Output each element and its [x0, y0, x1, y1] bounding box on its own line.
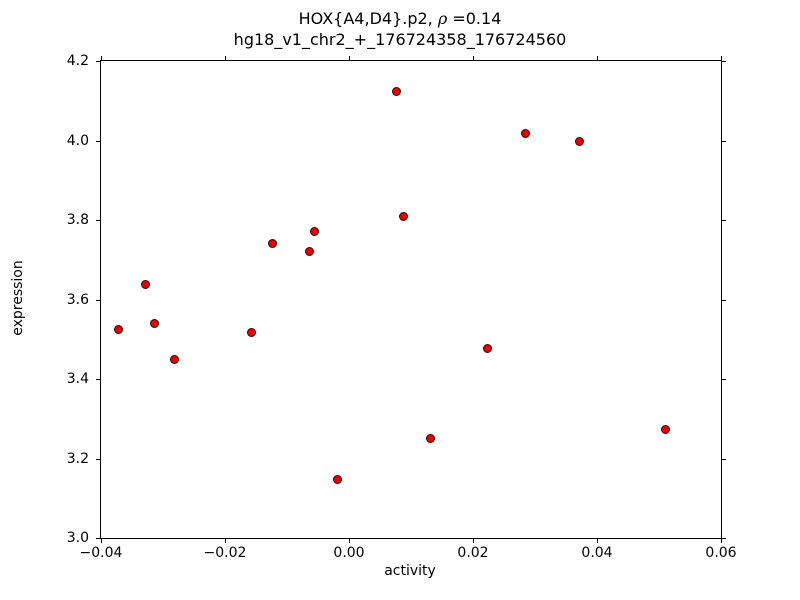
y-axis-tick-label: 3.6	[66, 291, 89, 308]
x-axis-tick-top	[721, 56, 722, 61]
x-axis-tick-top	[349, 56, 350, 61]
data-point	[574, 136, 584, 146]
y-axis-tick	[96, 61, 101, 62]
y-axis-tick-label: 3.2	[66, 450, 89, 467]
data-point	[391, 86, 401, 96]
y-axis-tick-right	[721, 379, 726, 380]
chart-title-line-1: HOX{A4,D4}.p2, ρ =0.14	[0, 8, 800, 29]
data-point	[170, 354, 180, 364]
x-axis-tick	[225, 538, 226, 543]
x-axis-tick-top	[225, 56, 226, 61]
data-point	[660, 425, 670, 435]
y-axis-tick-right	[721, 538, 726, 539]
rho-symbol: ρ	[437, 9, 448, 28]
y-axis-tick	[96, 220, 101, 221]
data-point	[305, 246, 315, 256]
x-axis-tick	[721, 538, 722, 543]
x-axis-tick-top	[101, 56, 102, 61]
y-axis-tick-right	[721, 458, 726, 460]
x-axis-tick	[101, 538, 102, 543]
chart-title-block: HOX{A4,D4}.p2, ρ =0.14 hg18_v1_chr2_+_17…	[0, 8, 800, 50]
data-point	[246, 327, 256, 337]
data-point	[150, 318, 160, 328]
x-axis-tick	[349, 538, 350, 543]
x-axis-tick-label: 0.06	[705, 545, 737, 561]
y-axis-tick-label: 3.0	[66, 530, 89, 546]
y-axis-tick-label: 4.0	[66, 132, 89, 149]
y-axis-tick-right	[721, 299, 726, 301]
y-axis-tick-right	[721, 220, 726, 221]
x-axis-tick	[597, 538, 598, 543]
data-point	[425, 434, 435, 444]
data-point	[267, 239, 277, 249]
chart-subtitle: hg18_v1_chr2_+_176724358_176724560	[233, 30, 567, 49]
x-axis-tick-label: 0.04	[581, 545, 613, 561]
data-point	[140, 280, 150, 290]
y-axis-tick-label: 4.2	[66, 53, 89, 69]
data-point	[520, 129, 530, 139]
y-axis-tick	[96, 538, 101, 539]
plot-axes-frame: −0.04 −0.02 0.00 0.02 0.04 0.06 3.0 3.2 3.4 3.6 3.…	[67, 53, 737, 561]
data-point	[114, 324, 124, 334]
x-axis-tick-top	[597, 56, 598, 61]
x-axis-tick-label: 0.02	[457, 545, 489, 561]
y-axis-tick	[96, 299, 101, 301]
x-axis-tick	[473, 538, 474, 543]
x-axis-tick-label: −0.04	[79, 545, 123, 561]
y-axis-tick	[96, 379, 101, 380]
y-axis-label: expression	[10, 260, 26, 336]
y-axis-tick-label: 3.8	[66, 212, 89, 228]
chart-title-suffix: =0.14	[447, 9, 502, 28]
x-axis-tick-top	[473, 56, 474, 61]
data-points-layer	[101, 61, 721, 538]
x-axis-label: activity	[384, 563, 436, 579]
x-axis-tick-label: −0.02	[203, 545, 247, 561]
y-axis-tick	[96, 140, 101, 142]
y-axis-tick	[96, 458, 101, 460]
data-point	[332, 475, 342, 485]
data-point	[310, 226, 320, 236]
y-axis-tick-right	[721, 61, 726, 62]
chart-title-prefix: HOX{A4,D4}.p2,	[298, 9, 438, 28]
data-point	[483, 343, 493, 353]
data-point	[399, 212, 409, 222]
y-axis-tick-right	[721, 140, 726, 142]
y-axis-tick-label: 3.4	[66, 371, 89, 387]
x-axis-tick-label: 0.00	[333, 545, 365, 561]
